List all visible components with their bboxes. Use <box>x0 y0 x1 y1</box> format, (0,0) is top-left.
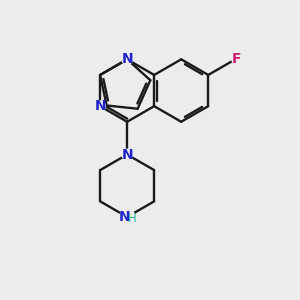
Text: H: H <box>128 212 136 225</box>
Circle shape <box>121 53 133 65</box>
Text: N: N <box>121 148 133 161</box>
Text: N: N <box>119 210 130 224</box>
Circle shape <box>121 148 133 160</box>
Text: N: N <box>94 99 106 113</box>
Text: F: F <box>232 52 241 66</box>
Circle shape <box>94 100 106 112</box>
Text: N: N <box>121 52 133 66</box>
Circle shape <box>231 53 242 64</box>
Circle shape <box>119 208 136 225</box>
